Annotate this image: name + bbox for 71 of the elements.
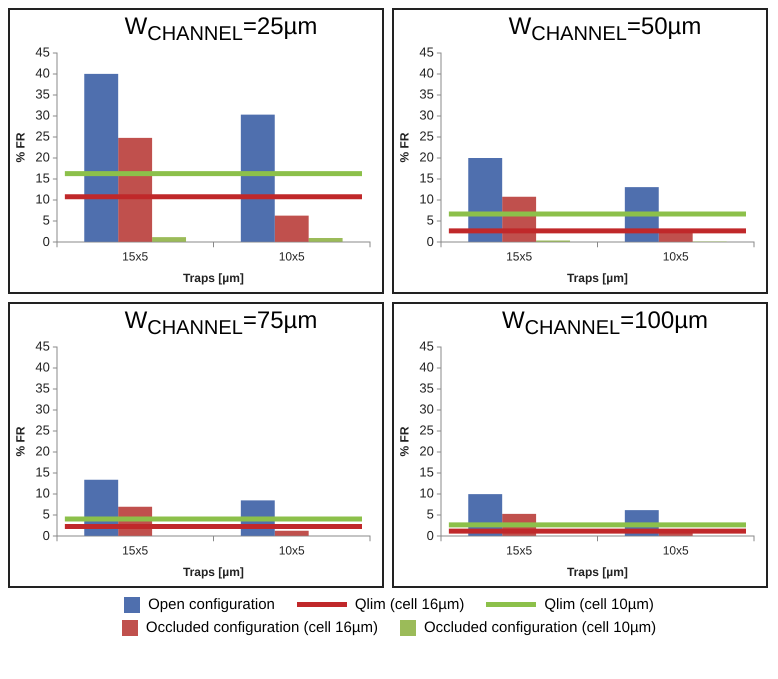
chart-title: W$_{CHANNEL}$=100µm (500, 306, 710, 339)
bar (308, 238, 343, 242)
y-tick-label: 30 (419, 402, 434, 417)
x-tick-label: 15x5 (122, 250, 148, 264)
y-tick-label: 45 (419, 44, 434, 60)
y-tick-label: 40 (419, 65, 434, 80)
y-tick-label: 5 (426, 506, 434, 522)
y-tick-label: 45 (419, 338, 434, 354)
y-tick-label: 20 (35, 150, 50, 165)
y-tick-label: 0 (42, 528, 50, 543)
x-tick-label: 10x5 (278, 544, 306, 558)
y-tick-label: 30 (419, 108, 434, 123)
y-tick-label: 35 (419, 380, 434, 396)
y-tick-label: 35 (35, 86, 50, 102)
bar (84, 74, 118, 242)
x-tick-label: 10x5 (278, 250, 306, 264)
bar (274, 530, 309, 536)
legend-label: Open configuration (148, 596, 275, 613)
y-tick-label: 15 (419, 170, 434, 186)
y-tick-label: 45 (35, 44, 50, 60)
y-tick-label: 40 (35, 65, 50, 80)
y-tick-label: 10 (419, 192, 434, 207)
legend-label: Qlim (cell 16µm) (354, 596, 464, 613)
y-tick-label: 30 (35, 108, 50, 123)
x-tick-label: 15x5 (506, 250, 532, 264)
x-tick-label: 10x5 (662, 250, 690, 264)
y-tick-label: 20 (419, 444, 434, 459)
y-tick-label: 0 (426, 528, 434, 543)
y-tick-label: 20 (35, 444, 50, 459)
y-tick-label: 30 (35, 402, 50, 417)
y-tick-label: 20 (419, 150, 434, 165)
y-tick-label: 0 (426, 234, 434, 249)
legend-label: Occluded configuration (cell 10µm) (424, 619, 656, 636)
y-tick-label: 35 (35, 380, 50, 396)
y-tick-label: 10 (419, 486, 434, 501)
y-tick-label: 5 (42, 212, 50, 228)
x-axis-title: Traps [µm] (182, 565, 244, 580)
y-tick-label: 15 (419, 464, 434, 480)
y-tick-label: 0 (42, 234, 50, 249)
legend-label: Occluded configuration (cell 16µm) (146, 619, 378, 636)
y-tick-label: 25 (419, 128, 434, 144)
chart-title: W$_{CHANNEL}$=50µm (508, 12, 702, 45)
y-tick-label: 35 (419, 86, 434, 102)
y-tick-label: 40 (419, 359, 434, 374)
y-tick-label: 10 (35, 486, 50, 501)
y-tick-label: 25 (35, 422, 50, 438)
y-tick-label: 5 (426, 212, 434, 228)
y-tick-label: 10 (35, 192, 50, 207)
chart-title: W$_{CHANNEL}$=75µm (124, 306, 318, 339)
y-tick-label: 45 (35, 338, 50, 354)
y-axis-title: % FR (398, 132, 412, 162)
y-tick-label: 25 (419, 422, 434, 438)
y-axis-title: % FR (14, 132, 28, 162)
bar (240, 114, 275, 242)
x-axis-title: Traps [µm] (566, 271, 628, 286)
y-axis-title: % FR (398, 426, 412, 456)
legend-label: Qlim (cell 10µm) (544, 596, 654, 613)
x-axis-title: Traps [µm] (182, 271, 244, 286)
y-tick-label: 25 (35, 128, 50, 144)
x-tick-label: 10x5 (662, 544, 690, 558)
y-tick-label: 5 (42, 506, 50, 522)
bar (274, 216, 309, 242)
bar (152, 237, 186, 242)
x-tick-label: 15x5 (122, 544, 148, 558)
chart-title: W$_{CHANNEL}$=25µm (124, 12, 318, 45)
x-tick-label: 15x5 (506, 544, 532, 558)
x-axis-title: Traps [µm] (566, 565, 628, 580)
y-tick-label: 40 (35, 359, 50, 374)
y-axis-title: % FR (14, 426, 28, 456)
y-tick-label: 15 (35, 464, 50, 480)
y-tick-label: 15 (35, 170, 50, 186)
